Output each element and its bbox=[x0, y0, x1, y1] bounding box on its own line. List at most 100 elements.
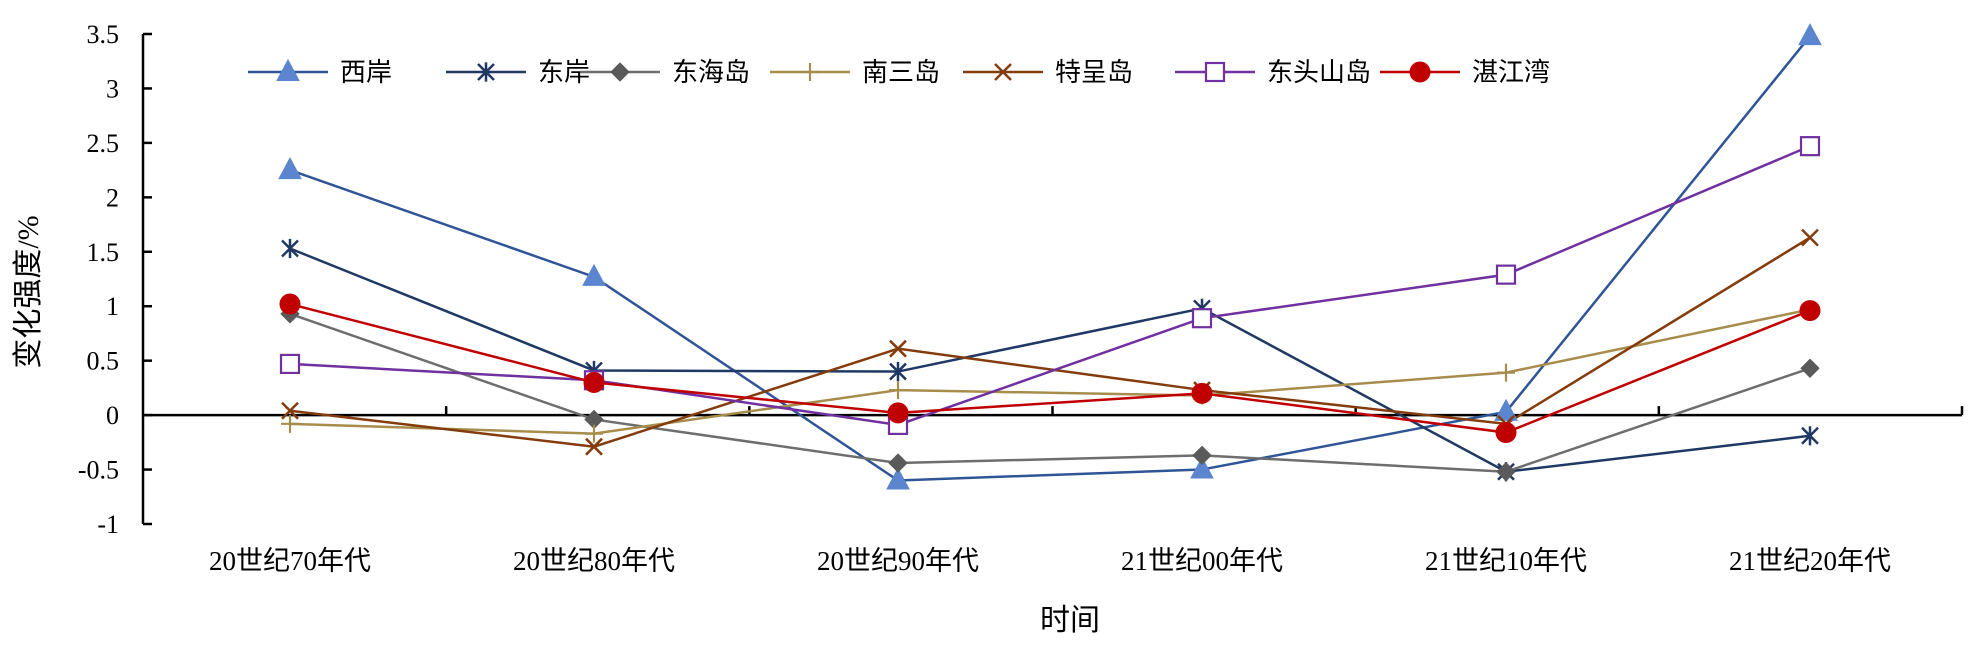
square-marker bbox=[279, 353, 301, 375]
x-axis: 20世纪70年代 20世纪80年代 20世纪90年代 21世纪00年代 21世纪10年代… bbox=[143, 406, 1964, 576]
data-point bbox=[888, 453, 908, 473]
data-point bbox=[1801, 426, 1819, 446]
triangle-marker bbox=[1190, 456, 1214, 479]
data-point bbox=[1799, 136, 1821, 157]
data-point bbox=[1495, 422, 1517, 444]
data-point bbox=[582, 263, 606, 286]
data-point bbox=[1798, 23, 1822, 46]
plus-marker bbox=[585, 424, 603, 443]
x-tick-label: 21世纪10年代 bbox=[1425, 546, 1587, 576]
data-point bbox=[1494, 398, 1518, 421]
series-square bbox=[289, 145, 1811, 427]
plus-marker bbox=[801, 63, 819, 81]
y-tick-label: -0.5 bbox=[78, 456, 119, 485]
series-line bbox=[289, 312, 1811, 473]
series-plus bbox=[289, 308, 1811, 435]
diamond-marker bbox=[1800, 358, 1820, 378]
circle-marker bbox=[583, 371, 605, 393]
circle-marker bbox=[1799, 300, 1821, 322]
series-line bbox=[289, 145, 1811, 427]
series-line bbox=[289, 247, 1811, 474]
plus-marker bbox=[1497, 363, 1515, 382]
legend-label: 东头山岛 bbox=[1267, 58, 1371, 87]
asterisk-marker bbox=[1801, 426, 1819, 446]
series-lines bbox=[278, 23, 1822, 490]
circle-marker bbox=[1495, 422, 1517, 444]
legend-item: 东海岛 bbox=[580, 58, 750, 87]
y-tick-label: -1 bbox=[97, 510, 119, 539]
data-point bbox=[279, 293, 301, 315]
triangle-marker bbox=[1494, 398, 1518, 421]
x-tick-label: 20世纪70年代 bbox=[209, 546, 371, 576]
legend-label: 西岸 bbox=[340, 58, 392, 87]
x-marker bbox=[585, 437, 603, 456]
data-point bbox=[1409, 61, 1431, 83]
y-tick-label: 3.5 bbox=[87, 20, 120, 49]
x-marker bbox=[889, 339, 907, 358]
legend-item: 东岸 bbox=[446, 58, 590, 87]
data-point bbox=[278, 157, 302, 180]
x-axis-title: 时间 bbox=[1040, 604, 1100, 637]
data-point bbox=[1204, 61, 1226, 83]
series-markers bbox=[279, 136, 1821, 436]
asterisk-marker bbox=[889, 361, 907, 382]
legend-label: 东海岛 bbox=[672, 58, 750, 87]
x-tick-label: 20世纪90年代 bbox=[817, 546, 979, 576]
data-point bbox=[1497, 363, 1515, 382]
diamond-marker bbox=[610, 62, 630, 82]
series-circle bbox=[289, 302, 1811, 434]
x-marker bbox=[1801, 228, 1819, 247]
diamond-marker bbox=[888, 453, 908, 473]
circle-marker bbox=[887, 402, 909, 424]
data-point bbox=[1192, 445, 1212, 466]
data-point bbox=[477, 62, 495, 82]
legend-item: 西岸 bbox=[248, 58, 392, 87]
legend-label: 湛江湾 bbox=[1472, 58, 1550, 87]
series-line bbox=[289, 35, 1811, 482]
data-point bbox=[1799, 300, 1821, 322]
asterisk-marker bbox=[281, 238, 299, 259]
data-point bbox=[610, 62, 630, 82]
legend-label: 特呈岛 bbox=[1055, 58, 1133, 87]
x-marker bbox=[281, 401, 299, 420]
y-tick-label: 2.5 bbox=[87, 129, 120, 158]
data-point bbox=[1496, 462, 1516, 482]
data-point bbox=[887, 402, 909, 424]
x-tick-label: 20世纪80年代 bbox=[513, 546, 675, 576]
data-point bbox=[583, 371, 605, 393]
triangle-marker bbox=[1798, 23, 1822, 46]
series-x bbox=[289, 236, 1811, 448]
series-triangle bbox=[289, 35, 1811, 482]
square-marker bbox=[1204, 61, 1226, 83]
data-point bbox=[281, 238, 299, 259]
circle-marker bbox=[1409, 61, 1431, 83]
data-point bbox=[279, 353, 301, 375]
square-marker bbox=[1191, 308, 1213, 329]
series-line bbox=[289, 308, 1811, 435]
y-axis-title: 变化强度/% bbox=[12, 215, 45, 368]
circle-marker bbox=[279, 293, 301, 315]
data-point bbox=[281, 414, 299, 433]
series-line bbox=[289, 236, 1811, 448]
data-point bbox=[1191, 308, 1213, 329]
series-markers bbox=[281, 228, 1819, 456]
data-point bbox=[1190, 456, 1214, 479]
plus-marker bbox=[281, 414, 299, 433]
data-point bbox=[886, 467, 910, 490]
data-point bbox=[585, 437, 603, 456]
y-tick-label: 3 bbox=[106, 74, 119, 103]
diamond-marker bbox=[1192, 445, 1212, 466]
x-tick-label: 21世纪20年代 bbox=[1729, 546, 1891, 576]
series-markers bbox=[279, 293, 1821, 444]
circle-marker bbox=[1191, 382, 1213, 404]
data-point bbox=[889, 339, 907, 358]
legend-item: 特呈岛 bbox=[963, 58, 1133, 87]
triangle-marker bbox=[886, 467, 910, 490]
legend: 西岸 东岸 东海岛 南三岛 特呈岛 东头山岛 湛江湾 bbox=[248, 58, 1550, 87]
data-point bbox=[1495, 264, 1517, 285]
data-point bbox=[1801, 228, 1819, 247]
x-tick-label: 21世纪00年代 bbox=[1121, 546, 1283, 576]
series-line bbox=[289, 302, 1811, 434]
legend-item: 东头山岛 bbox=[1175, 58, 1371, 87]
data-point bbox=[276, 58, 300, 81]
